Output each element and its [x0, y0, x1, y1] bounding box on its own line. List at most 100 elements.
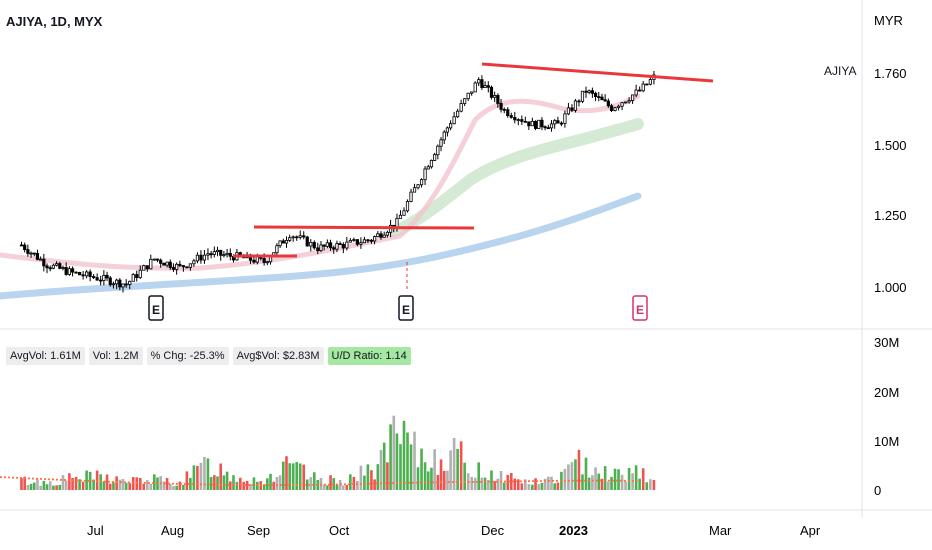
avg-dollar-vol-pill: Avg$Vol: $2.83M	[232, 347, 324, 365]
earnings-marker: E	[632, 295, 648, 321]
volume-bar	[363, 475, 366, 490]
candle-body	[587, 90, 591, 93]
candle-body	[641, 83, 645, 92]
volume-bar	[85, 470, 88, 490]
volume-bar	[563, 468, 567, 490]
candle-body	[537, 119, 541, 129]
volume-bar	[45, 484, 49, 490]
candle-body	[597, 96, 601, 99]
candle-body	[188, 263, 192, 268]
volume-bar	[228, 481, 232, 490]
candle-body	[466, 92, 470, 100]
volume-bar	[607, 481, 610, 490]
candle-body	[135, 274, 139, 279]
candle-body	[64, 267, 68, 275]
candle-body	[319, 244, 323, 252]
candle-body	[426, 166, 430, 170]
time-tick-mar: Mar	[709, 523, 732, 538]
price-tick-1500: 1.500	[874, 138, 907, 153]
volume-bar	[309, 477, 313, 490]
candle-body	[362, 239, 366, 244]
volume-bar	[610, 476, 613, 490]
volume-bar	[275, 477, 279, 490]
candle-body	[423, 168, 427, 181]
candle-body	[145, 265, 149, 270]
candle-body	[185, 266, 189, 269]
candle-body	[291, 236, 295, 239]
volume-bar	[499, 471, 503, 490]
candle-body	[416, 184, 420, 189]
volume-bar	[149, 483, 153, 490]
average-volume-line	[0, 476, 639, 487]
candle-body	[648, 79, 652, 85]
candlesticks	[19, 70, 656, 293]
volume-bar	[527, 484, 531, 490]
volume-bar	[266, 478, 269, 490]
volume-bar	[285, 456, 288, 490]
candle-body	[409, 191, 413, 202]
candle-body	[433, 154, 437, 161]
trendlines[interactable]	[233, 62, 714, 290]
candle-body	[480, 79, 484, 88]
candle-body	[67, 268, 71, 275]
volume-bar	[470, 476, 473, 490]
volume-bar	[42, 480, 46, 490]
volume-bar	[302, 464, 306, 490]
volume-bar	[92, 479, 95, 490]
volume-tick-10m: 10M	[874, 434, 899, 449]
candle-body	[385, 231, 389, 236]
volume-bar	[185, 471, 189, 490]
volume-bar	[112, 482, 115, 490]
volume-bar	[652, 479, 656, 490]
candle-body	[192, 260, 196, 265]
candle-body	[178, 263, 182, 266]
candle-body	[42, 258, 46, 267]
volume-bar	[239, 477, 242, 490]
volume-bar	[192, 465, 196, 490]
pct-chg-pill: % Chg: -25.3%	[146, 347, 229, 365]
candle-body	[638, 89, 642, 92]
candle-body	[225, 252, 229, 256]
time-tick-apr: Apr	[800, 523, 821, 538]
candle-body	[606, 100, 610, 107]
candle-body	[124, 283, 128, 286]
candle-body	[95, 277, 99, 281]
volume-bar	[506, 474, 510, 490]
volume-bar	[543, 478, 547, 490]
candle-body	[309, 241, 313, 247]
candle-body	[600, 96, 604, 101]
volume-bar	[52, 485, 55, 490]
volume-bar	[442, 470, 446, 490]
volume-bar	[182, 484, 185, 490]
candle-body	[252, 259, 256, 263]
time-tick-oct: Oct	[329, 523, 350, 538]
candle-body	[288, 237, 292, 241]
candle-body	[376, 233, 380, 238]
volume-bar	[26, 485, 30, 490]
volume-bar	[416, 467, 420, 490]
candle-body	[449, 123, 453, 129]
earnings-marker: E	[148, 295, 164, 321]
candle-body	[499, 103, 503, 110]
volume-bar	[496, 478, 500, 490]
volume-bar	[32, 482, 36, 490]
volume-bar	[591, 475, 594, 490]
candle-body	[105, 274, 109, 279]
volume-bar	[594, 467, 597, 490]
time-tick-2023: 2023	[559, 523, 588, 538]
volume-bar	[600, 478, 604, 490]
candle-body	[523, 120, 527, 123]
volume-bar	[420, 448, 423, 490]
candle-body	[212, 251, 216, 255]
resistance-trendline	[481, 62, 714, 83]
candle-body	[445, 127, 450, 133]
candle-body	[88, 271, 92, 277]
volume-bar	[537, 484, 541, 490]
chart-title: AJIYA, 1D, MYX	[6, 14, 103, 29]
ud-ratio-pill: U/D Ratio: 1.14	[327, 347, 411, 365]
volume-bar	[288, 463, 291, 490]
volume-bar	[649, 479, 652, 490]
candle-body	[99, 279, 103, 282]
